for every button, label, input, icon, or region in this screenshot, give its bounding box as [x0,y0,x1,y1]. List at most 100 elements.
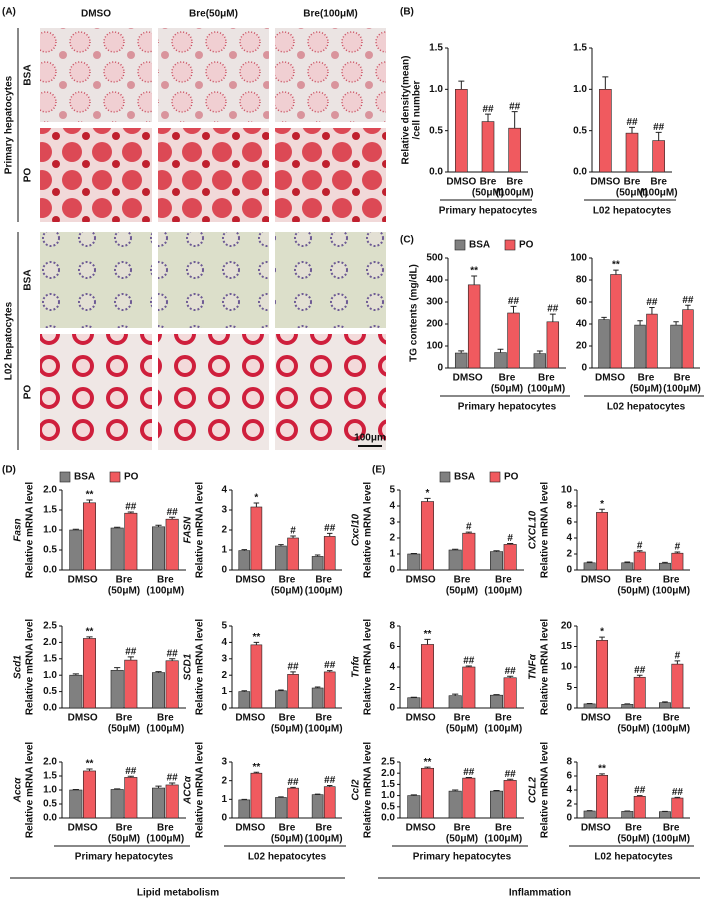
x-tick-sublabel: (50μM) [446,724,478,735]
error-bar [465,776,472,779]
significance-label: ## [508,296,520,307]
bar [462,666,476,709]
bar [621,811,634,819]
x-tick-label: DMSO [406,713,436,724]
micrograph [158,334,269,450]
error-bar [602,76,609,90]
significance-label: * [254,493,258,504]
error-bar [599,636,605,641]
y-tick-label: 1.0 [43,785,57,796]
x-tick-label: Bre [495,823,512,834]
significance-label: ## [324,523,336,534]
x-tick-label: Bre [315,823,332,834]
row-label: BSA [23,269,34,290]
y-tick-label: 3 [389,517,395,528]
error-bar [507,675,514,678]
gene-label: SCD1 [183,653,194,680]
error-bar [493,694,500,696]
y-axis-label: Relative mRNA level [363,742,374,839]
gene-label: Fasn [13,518,24,541]
x-tick-label: DMSO [235,575,265,586]
bar [583,562,596,571]
y-axis-label: Relative mRNA level [25,742,36,839]
x-tick-sublabel: (100μM) [146,834,184,845]
gene-label: CXCL10 [528,510,539,549]
row-label: BSA [23,64,34,85]
bar [682,309,694,369]
y-tick-label: 1.0 [43,670,57,681]
y-tick-label: 5 [389,485,395,496]
error-bar [549,313,556,322]
y-tick-label: 1.5 [573,43,587,54]
x-tick-sublabel: (100μM) [484,834,522,845]
x-tick-label: DMSO [595,373,625,384]
y-tick-label: 0.5 [43,799,57,810]
significance-label: ** [86,490,94,501]
y-tick-label: 100 [570,253,587,264]
error-bar [452,548,459,550]
y-tick-label: 40 [576,319,588,330]
gene-label: TNFα [528,653,539,679]
bar [323,536,336,571]
error-bar [114,526,121,528]
error-bar [599,773,605,776]
error-bar [253,771,260,774]
y-tick-label: 20 [561,621,573,632]
y-tick-label: 2 [389,682,395,693]
y-tick-label: 2.5 [43,621,57,632]
x-tick-sublabel: (50μM) [108,724,140,735]
x-tick-sublabel: (50μM) [271,724,303,735]
bar [625,132,639,173]
bar [455,89,468,173]
bar [533,353,547,369]
x-tick-sublabel: (50μM) [616,188,648,199]
significance-label: ## [287,662,299,673]
y-tick-label: 60 [576,297,588,308]
error-bar [497,348,504,353]
bar [287,787,299,819]
error-bar [72,673,79,676]
bar [124,659,138,709]
error-bar [241,798,248,800]
bar [82,770,96,819]
bar [671,797,684,819]
x-tick-label: Bre [116,713,133,724]
error-bar [314,554,321,557]
x-tick-label: Bre [279,823,296,834]
error-bar [674,551,681,554]
x-tick-sublabel: (50μM) [617,834,649,845]
bar [152,787,166,819]
bar [659,562,671,571]
x-tick-sublabel: (50μM) [446,834,478,845]
x-tick-sublabel: (100μM) [146,724,184,735]
x-axis-label: Primary hepatocytes [458,402,557,413]
bar [238,691,251,709]
y-tick-label: 8 [566,757,572,768]
significance-label: # [637,540,643,551]
x-tick-label: DMSO [68,823,98,834]
bar [82,638,96,709]
legend-label: BSA [74,472,95,483]
bar [598,319,610,369]
significance-label: ## [324,775,336,786]
bar [503,544,517,571]
x-tick-sublabel: (100μM) [305,724,343,735]
x-tick-label: Bre [506,177,523,188]
bar [490,694,504,709]
significance-label: ## [646,297,658,308]
y-tick-label: 4 [389,501,395,512]
bar [503,780,517,819]
x-tick-label: DMSO [235,713,265,724]
bar [287,674,299,709]
legend-swatch [504,239,516,251]
bar [508,127,521,173]
error-bar [685,304,691,310]
error-bar [493,789,500,792]
x-tick-sublabel: (50μM) [271,586,303,597]
error-bar [471,275,478,285]
x-tick-label: Bre [157,713,174,724]
y-tick-label: 5 [566,682,572,693]
legend-label: PO [519,240,534,251]
x-tick-label: Bre [454,575,471,586]
